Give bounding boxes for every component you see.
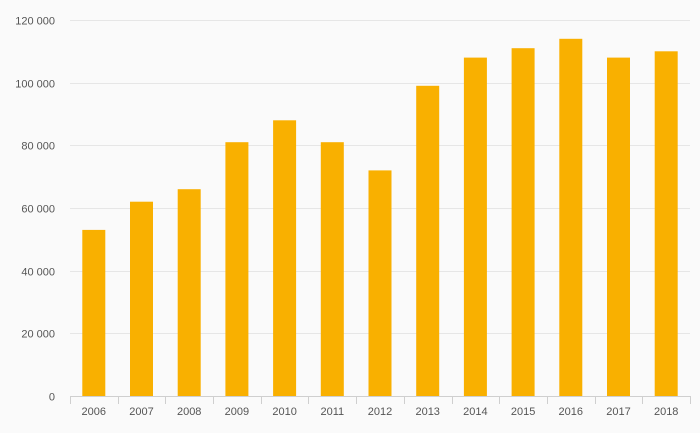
bar [559,38,583,397]
x-tick-label: 2010 [272,406,296,418]
x-tick-label: 2009 [225,406,249,418]
bar [463,57,487,396]
y-tick-label: 120 000 [15,16,55,28]
x-tick-label: 2016 [559,406,583,418]
bar [177,189,201,396]
x-tick-label: 2017 [606,406,630,418]
bar [607,57,630,396]
x-tick-label: 2008 [177,406,201,418]
bar [511,48,535,396]
y-tick-label: 20 000 [21,329,55,341]
x-tick-label: 2011 [320,406,344,418]
x-tick-label: 2012 [368,406,392,418]
bar [273,120,297,397]
y-tick-label: 100 000 [15,79,55,91]
y-tick-label: 80 000 [21,141,55,153]
y-axis-tick-labels: 0 20 000 40 000 60 000 80 000 100 000 120 000 [15,16,55,404]
bar [82,229,106,396]
bar [654,51,678,397]
x-tick-label: 2013 [415,406,439,418]
x-tick-label: 2006 [82,406,106,418]
y-tick-label: 60 000 [21,204,55,216]
bar [368,170,392,396]
bar [130,201,153,396]
y-tick-label: 0 [49,392,55,404]
x-tick-label: 2007 [129,406,153,418]
x-tick-label: 2018 [654,406,678,418]
x-tick-label: 2014 [463,406,487,418]
bar [225,142,249,396]
x-axis: 2006 2007 2008 2009 2010 2011 2012 2013 2014 2015… [70,396,691,418]
y-tick-label: 40 000 [21,267,55,279]
bar [320,142,344,396]
bar [416,85,440,397]
x-tick-label: 2015 [511,406,535,418]
bars [82,38,678,397]
